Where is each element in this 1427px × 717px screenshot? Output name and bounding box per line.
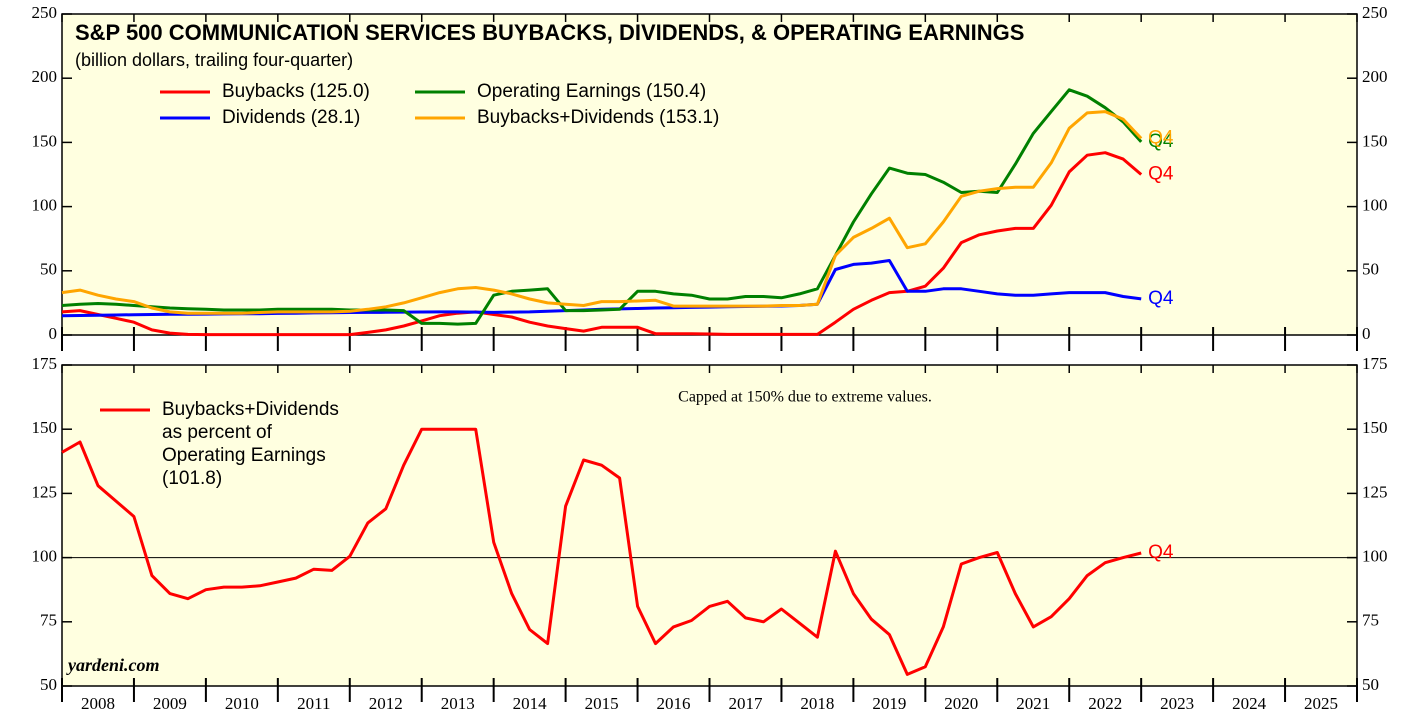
y-tick-label: 250 <box>32 3 58 22</box>
x-tick-label: 2016 <box>657 694 691 713</box>
x-tick-label: 2009 <box>153 694 187 713</box>
y2-tick-label: 75 <box>1362 611 1379 630</box>
x-tick-label: 2013 <box>441 694 475 713</box>
x-tick-label: 2020 <box>944 694 978 713</box>
y-tick-label: 125 <box>32 482 58 501</box>
y-tick-label: 200 <box>32 67 58 86</box>
x-tick-label: 2012 <box>369 694 403 713</box>
y2-tick-label: 100 <box>1362 196 1388 215</box>
x-tick-label: 2022 <box>1088 694 1122 713</box>
x-tick-label: 2019 <box>872 694 906 713</box>
legend-label: (101.8) <box>162 468 222 489</box>
series-line <box>61 427 1142 676</box>
end-label: Q4 <box>1148 164 1174 185</box>
y2-tick-label: 50 <box>1362 260 1379 279</box>
y2-tick-label: 100 <box>1362 547 1388 566</box>
x-tick-label: 2021 <box>1016 694 1050 713</box>
y2-tick-label: 200 <box>1362 67 1388 86</box>
series-line <box>61 151 1143 337</box>
y-tick-label: 75 <box>40 611 57 630</box>
legend-label: as percent of <box>162 422 273 443</box>
y-tick-label: 150 <box>32 131 58 150</box>
y-tick-label: 0 <box>49 324 58 343</box>
y-tick-label: 175 <box>32 354 58 373</box>
y2-tick-label: 175 <box>1362 354 1388 373</box>
x-tick-label: 2017 <box>728 694 763 713</box>
x-tick-label: 2011 <box>297 694 330 713</box>
x-tick-label: 2025 <box>1304 694 1338 713</box>
y2-tick-label: 0 <box>1362 324 1371 343</box>
legend-label: Operating Earnings <box>162 445 326 466</box>
end-label: Q4 <box>1148 127 1174 148</box>
y-tick-label: 100 <box>32 547 58 566</box>
y2-tick-label: 125 <box>1362 482 1388 501</box>
y-tick-label: 50 <box>40 675 57 694</box>
legend-label: Dividends (28.1) <box>222 107 360 128</box>
legend-label: Buybacks+Dividends (153.1) <box>477 107 719 128</box>
annotation: Capped at 150% due to extreme values. <box>678 389 932 406</box>
source: yardeni.com <box>66 655 160 675</box>
end-label: Q4 <box>1148 131 1174 152</box>
legend-label: Buybacks (125.0) <box>222 81 370 102</box>
y-tick-label: 50 <box>40 260 57 279</box>
y-tick-label: 100 <box>32 196 58 215</box>
end-label: Q4 <box>1148 288 1174 309</box>
chart-title: S&P 500 COMMUNICATION SERVICES BUYBACKS,… <box>75 20 1024 45</box>
x-tick-label: 2010 <box>225 694 259 713</box>
x-tick-label: 2024 <box>1232 694 1267 713</box>
y2-tick-label: 150 <box>1362 418 1388 437</box>
legend-label: Buybacks+Dividends <box>162 399 339 420</box>
y2-tick-label: 50 <box>1362 675 1379 694</box>
end-label: Q4 <box>1148 542 1174 563</box>
x-tick-label: 2018 <box>800 694 834 713</box>
x-tick-label: 2023 <box>1160 694 1194 713</box>
plot-area <box>61 364 1358 687</box>
legend-label: Operating Earnings (150.4) <box>477 81 706 102</box>
series-line <box>61 110 1143 315</box>
series-line <box>61 88 1143 326</box>
chart-subtitle: (billion dollars, trailing four-quarter) <box>75 50 353 70</box>
y2-tick-label: 150 <box>1362 131 1388 150</box>
y2-tick-label: 250 <box>1362 3 1388 22</box>
x-tick-label: 2008 <box>81 694 115 713</box>
x-tick-label: 2015 <box>585 694 619 713</box>
x-tick-label: 2014 <box>513 694 548 713</box>
y-tick-label: 150 <box>32 418 58 437</box>
